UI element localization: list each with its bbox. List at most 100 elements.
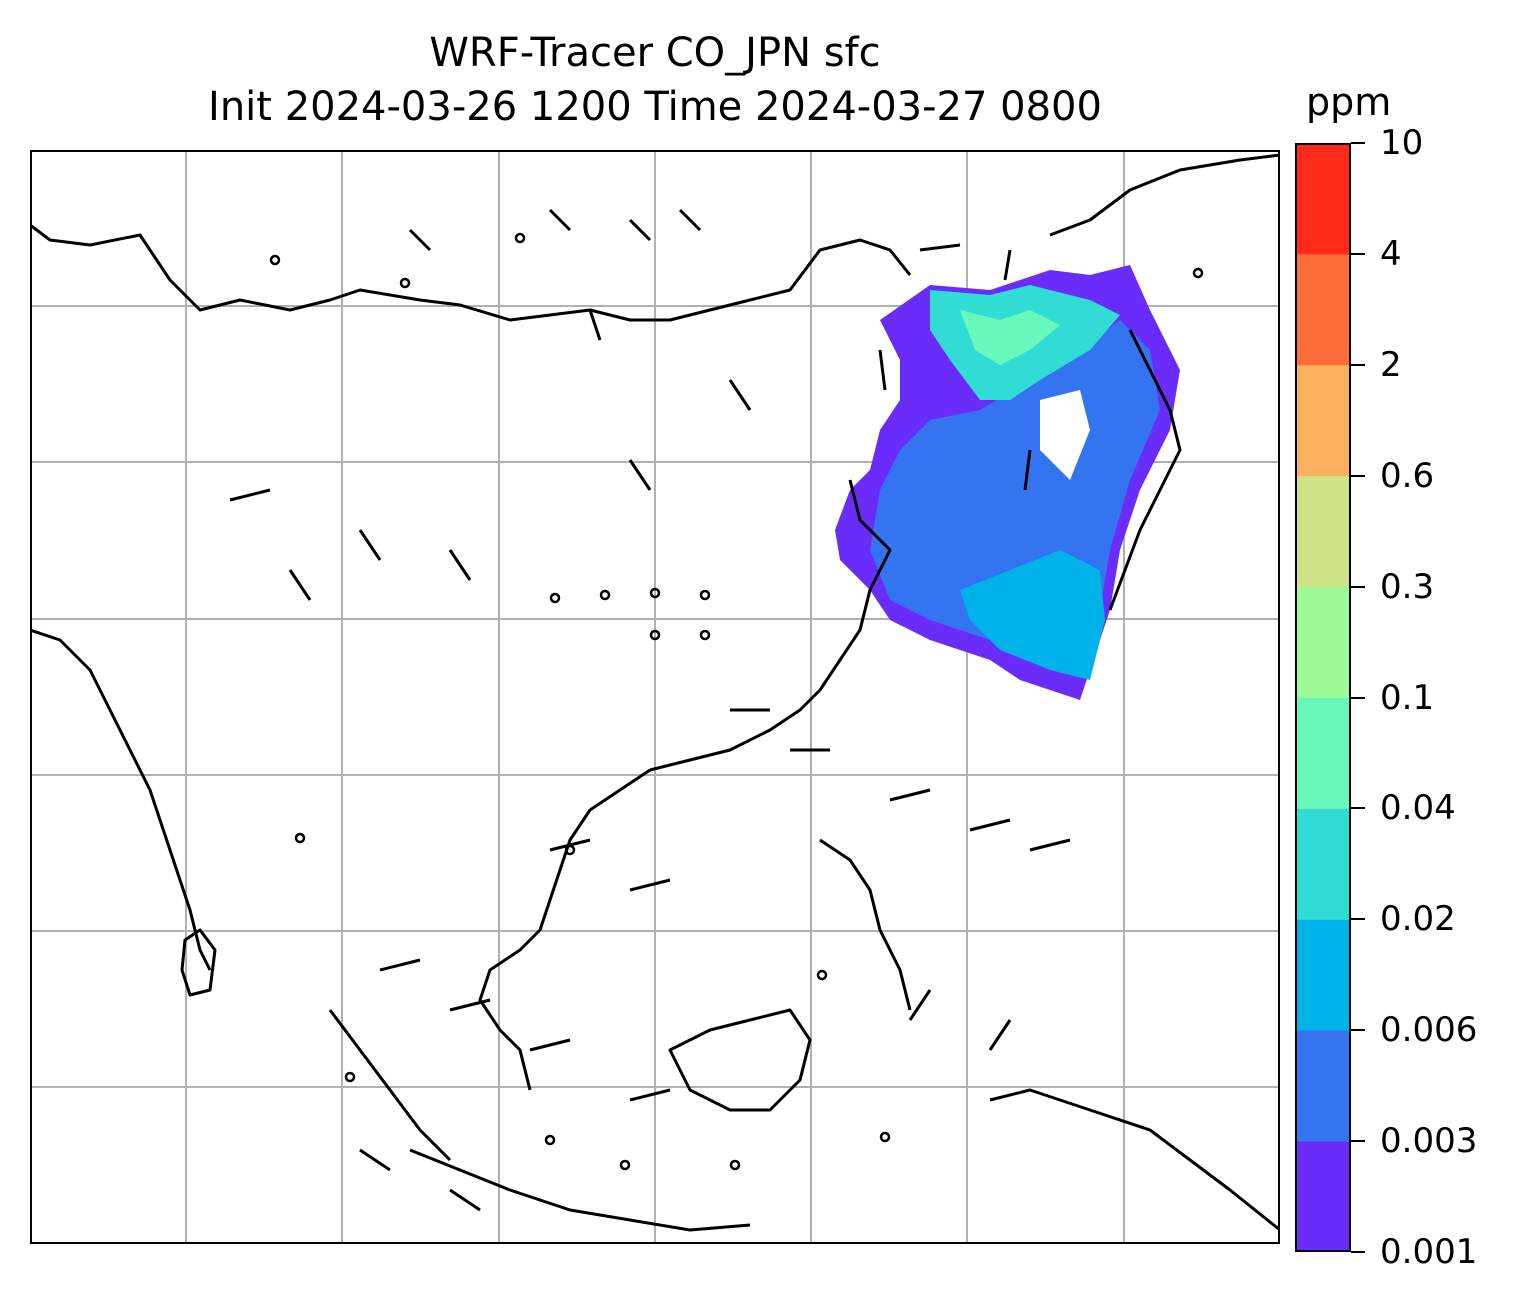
map-title: WRF-Tracer CO_JPN sfc: [429, 30, 881, 76]
wind-barb: [908, 989, 932, 1021]
calm-marker: [549, 592, 561, 604]
coast-china-east: [649, 479, 892, 772]
wind-barb: [1023, 449, 1032, 491]
wind-barb: [379, 958, 421, 972]
colorbar-tick-label: 0.001: [1380, 1232, 1478, 1272]
wind-barb: [728, 379, 752, 411]
plume-green: [960, 310, 1060, 365]
wind-barb: [359, 1148, 391, 1172]
calm-marker: [649, 587, 661, 599]
colorbar-tick: [1351, 1251, 1365, 1253]
map-subtitle: Init 2024-03-26 1200 Time 2024-03-27 080…: [208, 84, 1102, 130]
plume-cyan: [960, 550, 1105, 680]
wind-barb: [628, 218, 652, 242]
colorbar-tick: [1351, 474, 1365, 477]
colorbar-tick-label: 2: [1380, 344, 1402, 385]
calm-marker: [729, 1159, 741, 1171]
calm-marker: [879, 1131, 891, 1143]
wind-barb: [229, 488, 271, 502]
calm-marker: [294, 832, 306, 844]
wind-barb: [449, 1188, 481, 1212]
colorbar-segment: [1295, 475, 1351, 588]
calm-marker: [699, 629, 711, 641]
colorbar-tick: [1351, 585, 1365, 588]
plume-gap: [1040, 390, 1090, 480]
wind-barb: [629, 1088, 671, 1102]
wind-barb: [408, 228, 432, 252]
wind-barb: [969, 818, 1011, 832]
coast-philippines: [819, 838, 912, 1011]
colorbar-tick-label: 0.006: [1380, 1010, 1478, 1051]
map-panel: [30, 150, 1280, 1244]
colorbar-tick: [1351, 142, 1365, 144]
wind-barbs: [229, 208, 1071, 1212]
coast-sri-lanka: [180, 928, 217, 997]
colorbar-tick: [1351, 1140, 1365, 1143]
coast-borneo: [668, 1008, 812, 1112]
wind-barb: [358, 529, 382, 561]
colorbar-segment: [1295, 1141, 1351, 1252]
wind-barb: [1003, 249, 1012, 281]
calm-marker: [344, 1071, 356, 1083]
coast-northeast: [1049, 153, 1280, 237]
colorbar-border: [1295, 143, 1351, 1252]
calm-marker: [564, 844, 576, 856]
calm-marker: [399, 277, 411, 289]
colorbar-segment: [1295, 586, 1351, 698]
calm-marker: [816, 969, 828, 981]
colorbar-tick-label: 0.3: [1380, 566, 1435, 607]
coast-sumatra: [328, 1009, 452, 1162]
calm-marker: [649, 629, 661, 641]
wind-barb: [548, 208, 572, 232]
wind-barb: [919, 243, 961, 252]
colorbar: [1295, 143, 1351, 1252]
coast-new-guinea: [989, 1088, 1280, 1232]
calm-markers: [269, 232, 1204, 1171]
calm-marker: [699, 589, 711, 601]
colorbar-segment: [1295, 919, 1351, 1031]
colorbar-tick: [1351, 807, 1365, 810]
colorbar-tick-label: 0.04: [1380, 788, 1456, 829]
wind-barb: [629, 878, 671, 892]
colorbar-segment: [1295, 253, 1351, 366]
calm-marker: [514, 232, 526, 244]
coast-eurasia-north: [30, 223, 912, 322]
wind-barb: [288, 569, 312, 601]
wind-barb: [988, 1019, 1012, 1051]
wind-barb: [889, 788, 931, 802]
wind-barb: [1029, 838, 1071, 852]
calm-marker: [1192, 267, 1204, 279]
wind-barb: [628, 459, 652, 491]
colorbar-segment: [1295, 808, 1351, 920]
colorbar-tick-label: 0.6: [1380, 455, 1435, 496]
colorbar-tick: [1351, 918, 1365, 921]
coast-java: [409, 1148, 751, 1232]
colorbar-units: ppm: [1306, 80, 1392, 124]
colorbar-tick: [1351, 696, 1365, 699]
wind-barb: [449, 998, 491, 1012]
colorbar-tick: [1351, 1029, 1365, 1032]
colorbar-tick-label: 4: [1380, 233, 1402, 274]
colorbar-segment: [1295, 1030, 1351, 1142]
coast-india: [30, 628, 212, 971]
colorbar-tick-label: 0.02: [1380, 899, 1456, 940]
wind-barb: [588, 309, 602, 341]
colorbar-tick-label: 0.1: [1380, 677, 1435, 718]
calm-marker: [544, 1134, 556, 1146]
colorbar-segment: [1295, 143, 1351, 255]
calm-marker: [599, 589, 611, 601]
colorbar-tick-label: 0.003: [1380, 1121, 1478, 1162]
calm-marker: [619, 1159, 631, 1171]
coast-korea-japan: [1108, 329, 1182, 611]
wind-barb: [678, 208, 702, 232]
calm-marker: [269, 254, 281, 266]
map-border: [30, 150, 1280, 1244]
colorbar-tick: [1351, 252, 1365, 255]
wind-barb: [529, 1038, 571, 1052]
coast-southeast-asia: [478, 768, 651, 1091]
colorbar-segment: [1295, 697, 1351, 809]
coastlines: [30, 153, 1280, 1232]
colorbar-segment: [1295, 364, 1351, 477]
wind-barb: [878, 349, 887, 391]
tracer-plume: [835, 265, 1180, 700]
